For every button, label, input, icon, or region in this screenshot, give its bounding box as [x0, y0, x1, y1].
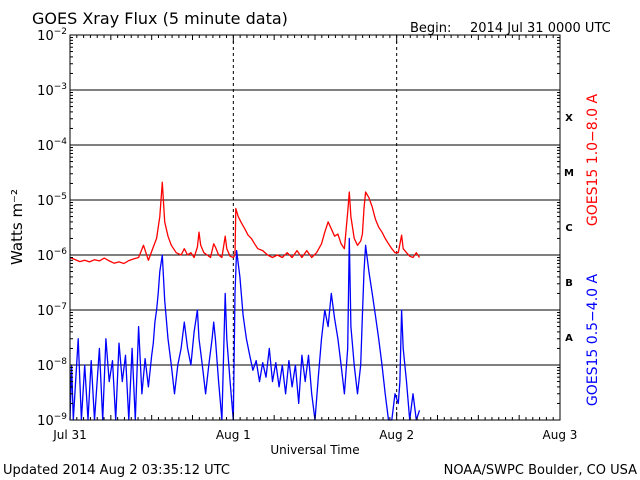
y-tick-label: 10−4	[37, 137, 67, 154]
x-tick-label: Aug 3	[543, 428, 578, 442]
flare-class-label: A	[565, 333, 573, 344]
flare-class-label: C	[565, 223, 572, 234]
updated-timestamp: Updated 2014 Aug 2 03:35:12 UTC	[3, 463, 230, 478]
plot-series	[69, 181, 421, 421]
begin-label: Begin:	[410, 21, 451, 36]
x-axis-ticks: Jul 31 Aug 1 Aug 2 Aug 3	[52, 35, 577, 442]
y-tick-label: 10−8	[37, 357, 67, 374]
flare-class-label: X	[565, 113, 573, 124]
flare-class-labels: A B C M X	[564, 113, 574, 344]
chart-title: GOES Xray Flux (5 minute data)	[32, 9, 288, 28]
y-tick-label: 10−2	[37, 27, 67, 44]
legend-long-channel: GOES15 1.0−8.0 A	[585, 94, 601, 227]
y-axis-label: Watts m⁻²	[8, 189, 26, 265]
y-tick-label: 10−7	[37, 302, 67, 319]
y-tick-label: 10−3	[37, 82, 67, 99]
begin-value: 2014 Jul 31 0000 UTC	[470, 21, 611, 36]
y-tick-label: 10−9	[37, 412, 67, 429]
credit-line: NOAA/SWPC Boulder, CO USA	[444, 463, 637, 478]
flare-class-label: M	[564, 168, 574, 179]
x-tick-label: Aug 2	[379, 428, 414, 442]
y-tick-label: 10−5	[37, 192, 67, 209]
y-tick-label: 10−6	[37, 247, 67, 264]
x-axis-label: Universal Time	[270, 443, 359, 457]
y-axis-ticks: 10−9 10−8 10−7 10−6 10−5 10−4 10−3 10−2	[37, 27, 560, 429]
plot-frame	[69, 34, 561, 421]
series-line-short	[69, 237, 421, 421]
x-tick-label: Aug 1	[216, 428, 251, 442]
x-tick-label: Jul 31	[52, 428, 87, 442]
legend-short-channel: GOES15 0.5−4.0 A	[585, 274, 601, 407]
flare-class-label: B	[565, 278, 573, 289]
plot-grid	[70, 35, 560, 420]
series-line-long	[69, 181, 421, 265]
